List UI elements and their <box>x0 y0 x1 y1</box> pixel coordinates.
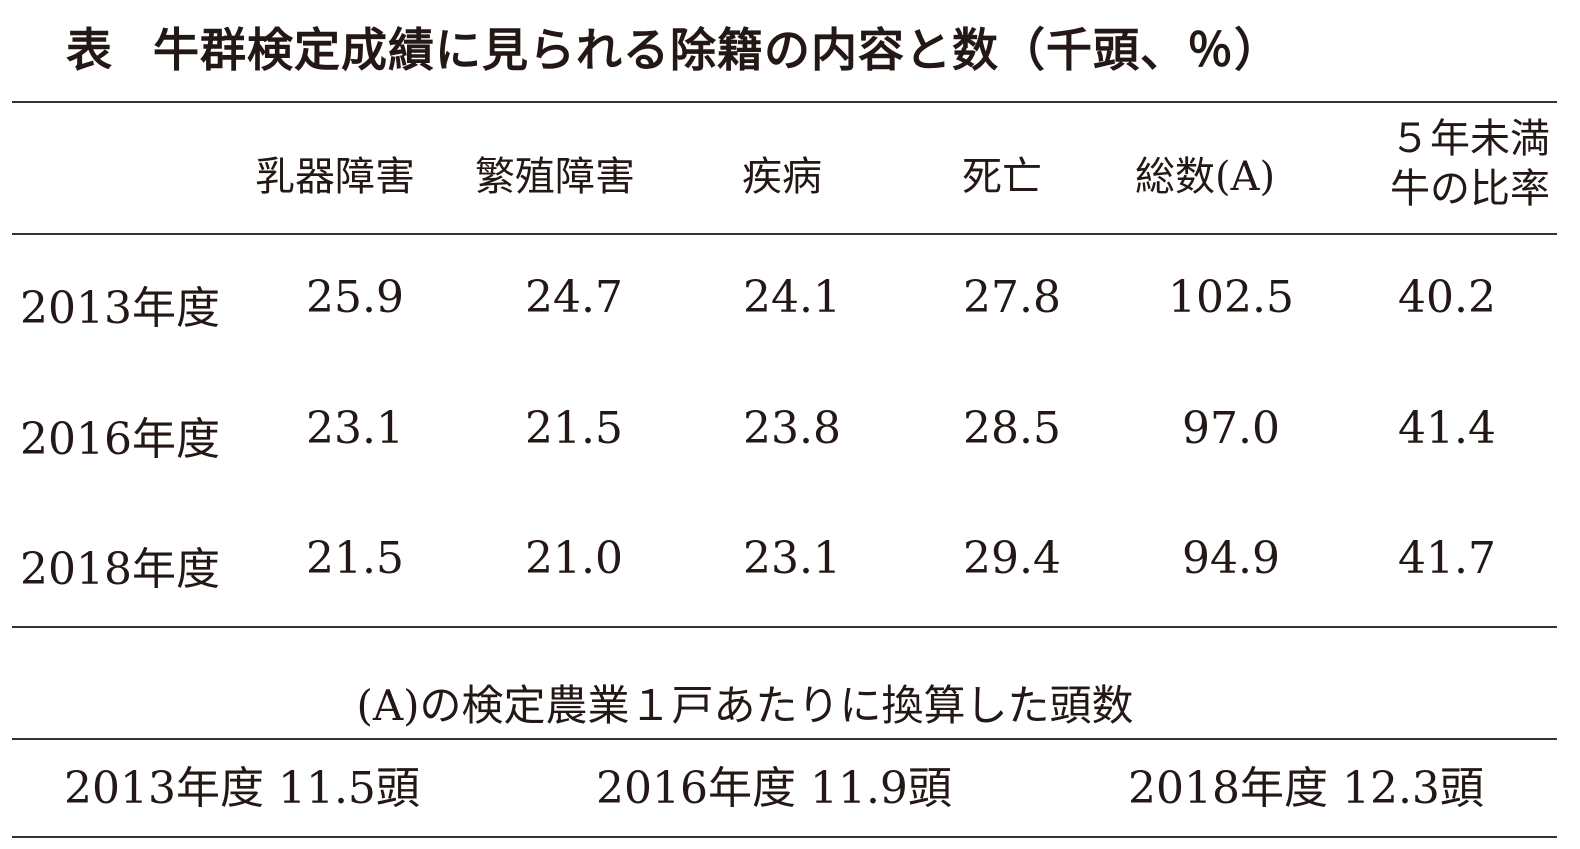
column-header-under-5yr-ratio: ５年未満 牛の比率 <box>1350 114 1550 214</box>
cell-mammary: 23.1 <box>306 403 404 454</box>
cell-disease: 23.1 <box>743 533 841 584</box>
cell-under-5yr: 41.7 <box>1398 533 1496 584</box>
row-year: 2013年度 <box>20 283 220 334</box>
cell-under-5yr: 40.2 <box>1398 272 1496 323</box>
cell-disease: 23.8 <box>743 403 841 454</box>
per-farm-top-rule <box>12 738 1557 740</box>
cell-under-5yr: 41.4 <box>1398 403 1496 454</box>
cell-mammary: 21.5 <box>306 533 404 584</box>
row-year: 2016年度 <box>20 414 220 465</box>
table-header: 乳器障害 繁殖障害 疾病 死亡 総数(A) ５年未満 牛の比率 <box>0 100 1580 235</box>
table-title-text: 牛群検定成績に見られる除籍の内容と数（千頭、％） <box>153 23 1281 77</box>
table-row: 2013年度 25.9 24.7 24.1 27.8 102.5 40.2 <box>0 272 1580 334</box>
cell-total: 102.5 <box>1168 272 1294 323</box>
cell-reproductive: 21.5 <box>525 403 623 454</box>
table-row: 2016年度 23.1 21.5 23.8 28.5 97.0 41.4 <box>0 403 1580 465</box>
per-farm-item-2013: 2013年度 11.5頭 <box>64 763 420 814</box>
column-header-death: 死亡 <box>962 154 1042 200</box>
table-label: 表 <box>66 23 113 77</box>
bottom-rule <box>12 836 1557 838</box>
table-title: 表牛群検定成績に見られる除籍の内容と数（千頭、％） <box>66 14 1281 80</box>
cell-death: 29.4 <box>963 533 1061 584</box>
table-row: 2018年度 21.5 21.0 23.1 29.4 94.9 41.7 <box>0 533 1580 595</box>
cell-death: 27.8 <box>963 272 1061 323</box>
per-farm-item-2016: 2016年度 11.9頭 <box>596 763 952 814</box>
header-rule <box>12 233 1557 235</box>
column-header-disease: 疾病 <box>742 154 822 200</box>
cell-mammary: 25.9 <box>306 272 404 323</box>
column-header-reproductive: 繁殖障害 <box>475 154 635 200</box>
column-header-line2: 牛の比率 <box>1390 166 1550 212</box>
cell-death: 28.5 <box>963 403 1061 454</box>
column-header-line1: ５年未満 <box>1390 116 1550 162</box>
top-rule <box>12 101 1557 103</box>
cell-total: 97.0 <box>1182 403 1280 454</box>
column-header-mammary: 乳器障害 <box>255 154 415 200</box>
per-farm-item-2018: 2018年度 12.3頭 <box>1128 763 1484 814</box>
row-year: 2018年度 <box>20 544 220 595</box>
cell-reproductive: 21.0 <box>525 533 623 584</box>
cell-reproductive: 24.7 <box>525 272 623 323</box>
cell-disease: 24.1 <box>743 272 841 323</box>
per-farm-title: (A)の検定農業１戸あたりに換算した頭数 <box>0 672 1580 733</box>
cell-total: 94.9 <box>1182 533 1280 584</box>
table-bottom-rule <box>12 626 1557 628</box>
column-header-total: 総数(A) <box>1135 154 1276 200</box>
per-farm-title-text: (A)の検定農業１戸あたりに換算した頭数 <box>356 681 1134 730</box>
